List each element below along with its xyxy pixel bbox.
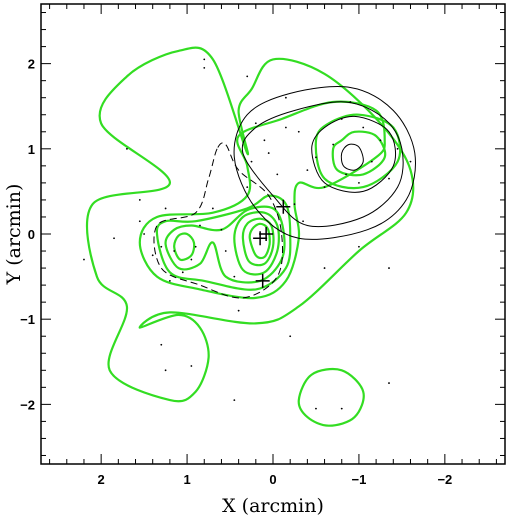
y-tick-label: −2 bbox=[20, 397, 35, 412]
data-point bbox=[358, 181, 360, 184]
cross-marker-4 bbox=[255, 273, 270, 288]
data-point bbox=[220, 228, 223, 231]
green-contour-9 bbox=[314, 113, 402, 190]
green-contour-7 bbox=[248, 222, 271, 260]
data-point bbox=[267, 152, 270, 154]
data-point bbox=[254, 122, 257, 125]
data-point bbox=[302, 220, 304, 223]
data-point bbox=[276, 173, 279, 176]
x-tick-label: 0 bbox=[269, 472, 276, 487]
green-contour-5 bbox=[233, 211, 280, 276]
data-point bbox=[160, 245, 163, 248]
data-point bbox=[289, 335, 292, 338]
data-point bbox=[293, 203, 296, 206]
x-tick-label: −2 bbox=[437, 472, 452, 487]
data-point bbox=[388, 177, 390, 180]
data-point bbox=[233, 275, 236, 278]
data-point bbox=[203, 66, 206, 69]
data-point bbox=[297, 130, 300, 133]
data-point bbox=[224, 250, 227, 252]
data-point bbox=[233, 399, 236, 402]
y-tick-label: −1 bbox=[20, 312, 35, 327]
data-point bbox=[126, 147, 128, 150]
data-point bbox=[194, 245, 197, 248]
data-point bbox=[143, 233, 146, 235]
data-point bbox=[138, 199, 141, 201]
green-contour-6 bbox=[241, 217, 275, 267]
data-point bbox=[190, 365, 193, 367]
data-point bbox=[199, 224, 201, 227]
green-contour-4 bbox=[164, 205, 286, 284]
data-point bbox=[323, 186, 326, 189]
data-point bbox=[315, 407, 317, 410]
data-point bbox=[340, 407, 343, 410]
data-point bbox=[138, 220, 141, 223]
data-point bbox=[306, 169, 309, 172]
black-contour-2 bbox=[241, 101, 404, 228]
data-point bbox=[164, 369, 167, 372]
data-point bbox=[151, 254, 154, 257]
cross-marker-2 bbox=[259, 227, 274, 241]
data-point bbox=[358, 245, 360, 248]
data-point bbox=[168, 279, 171, 282]
data-point bbox=[83, 258, 85, 261]
x-tick-label: 1 bbox=[183, 472, 190, 487]
data-point bbox=[203, 58, 206, 61]
data-point bbox=[362, 126, 365, 129]
data-point bbox=[181, 271, 184, 274]
data-point bbox=[388, 267, 390, 269]
data-point bbox=[284, 126, 287, 129]
data-point bbox=[332, 143, 335, 146]
black-contour-3 bbox=[311, 115, 397, 193]
data-point bbox=[173, 250, 176, 252]
x-tick-label: 2 bbox=[98, 472, 105, 487]
data-point bbox=[349, 101, 352, 103]
data-point bbox=[370, 160, 373, 163]
y-axis-label: Y (arcmin) bbox=[3, 184, 25, 286]
green-contour-11 bbox=[297, 367, 365, 427]
data-point bbox=[388, 382, 390, 384]
green-contour-3 bbox=[155, 194, 292, 291]
data-point bbox=[284, 96, 287, 99]
data-points bbox=[83, 58, 412, 410]
data-point bbox=[345, 173, 347, 176]
data-point bbox=[246, 186, 249, 189]
data-point bbox=[250, 160, 253, 163]
green-contour-8 bbox=[173, 232, 196, 262]
data-point bbox=[160, 343, 163, 346]
axis-ticks bbox=[41, 4, 505, 464]
data-point bbox=[396, 147, 399, 150]
x-axis-label: X (arcmin) bbox=[222, 495, 324, 517]
data-point bbox=[164, 207, 167, 210]
y-tick-label: 1 bbox=[28, 142, 35, 157]
data-point bbox=[409, 160, 412, 163]
data-point bbox=[323, 267, 326, 269]
data-point bbox=[340, 118, 343, 120]
data-point bbox=[190, 258, 193, 261]
black-contours bbox=[153, 86, 416, 299]
data-point bbox=[246, 75, 249, 78]
green-contour-10 bbox=[331, 130, 387, 177]
green-contour-1 bbox=[85, 46, 415, 403]
dashed-contour-5 bbox=[153, 142, 284, 299]
tick-labels: 2 1 0 −1 −2 2 1 0 −1 −2 bbox=[20, 57, 452, 487]
y-tick-label: 0 bbox=[28, 227, 35, 242]
data-point bbox=[315, 156, 317, 159]
y-tick-label: 2 bbox=[28, 57, 35, 72]
cross-markers bbox=[253, 199, 291, 288]
x-tick-label: −1 bbox=[352, 472, 367, 487]
green-contours bbox=[85, 46, 415, 427]
black-contour-1 bbox=[233, 86, 416, 240]
data-point bbox=[379, 139, 382, 142]
data-point bbox=[237, 309, 240, 312]
cross-marker-3 bbox=[276, 199, 291, 214]
data-point bbox=[113, 237, 115, 240]
data-point bbox=[211, 207, 214, 210]
data-point bbox=[263, 139, 266, 142]
black-contour-4 bbox=[340, 143, 364, 171]
